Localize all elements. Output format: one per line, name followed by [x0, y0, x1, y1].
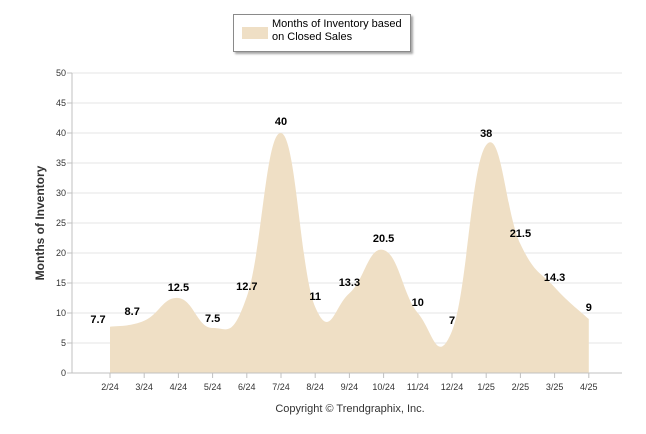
x-tick-label: 1/25 [477, 382, 495, 392]
y-tick-label: 30 [56, 188, 66, 198]
x-tick-label: 12/24 [441, 382, 464, 392]
x-tick-label: 8/24 [306, 382, 324, 392]
x-tick-label: 7/24 [272, 382, 290, 392]
data-label: 10 [412, 297, 424, 309]
data-label: 40 [275, 116, 287, 128]
x-tick-label: 3/25 [546, 382, 564, 392]
data-label: 13.3 [339, 277, 360, 289]
y-axis-title: Months of Inventory [33, 165, 47, 281]
data-label: 21.5 [510, 228, 531, 240]
x-tick-label: 3/24 [135, 382, 153, 392]
data-label: 14.3 [544, 272, 565, 284]
x-tick-label: 10/24 [372, 382, 395, 392]
y-tick-label: 50 [56, 68, 66, 78]
legend-swatch [242, 27, 268, 39]
data-label: 38 [480, 128, 492, 140]
data-label: 12.7 [236, 281, 257, 293]
legend-label: Months of Inventory based on Closed Sale… [272, 18, 402, 43]
x-tick-label: 4/25 [580, 382, 598, 392]
data-label: 7.7 [90, 314, 105, 326]
x-tick-label: 9/24 [341, 382, 359, 392]
y-tick-label: 45 [56, 98, 66, 108]
y-tick-label: 10 [56, 308, 66, 318]
area-layer [110, 132, 589, 373]
y-tick-label: 40 [56, 128, 66, 138]
data-label: 7 [449, 315, 455, 327]
y-tick-label: 5 [61, 338, 66, 348]
data-label: 8.7 [125, 306, 140, 318]
y-tick-label: 15 [56, 278, 66, 288]
data-label: 12.5 [168, 282, 189, 294]
x-tick-label: 11/24 [407, 382, 429, 392]
copyright-text: Copyright © Trendgraphix, Inc. [275, 403, 425, 415]
axis-layer: 2/24 3/24 4/24 5/24 6/24 7/24 8/24 9/24 10/24 11/… [71, 73, 622, 392]
x-tick-label: 5/24 [204, 382, 222, 392]
y-tick-label: 0 [61, 368, 66, 378]
legend: Months of Inventory based on Closed Sale… [233, 14, 411, 52]
x-tick-label: 6/24 [238, 382, 256, 392]
data-label: 20.5 [373, 233, 394, 245]
x-tick-label: 2/25 [512, 382, 530, 392]
data-label: 9 [586, 302, 592, 314]
data-label: 7.5 [205, 313, 220, 325]
data-label: 11 [309, 291, 321, 303]
area-series [110, 132, 589, 373]
x-tick-label: 4/24 [170, 382, 188, 392]
x-tick-label: 2/24 [101, 382, 119, 392]
y-tick-label: 35 [56, 158, 66, 168]
y-tick-label: 25 [56, 218, 66, 228]
data-label-layer: 7.7 8.7 12.5 7.5 12.7 40 11 13.3 20.5 10 7 38 21.5 14… [90, 116, 592, 327]
y-tick-label: 20 [56, 248, 66, 258]
